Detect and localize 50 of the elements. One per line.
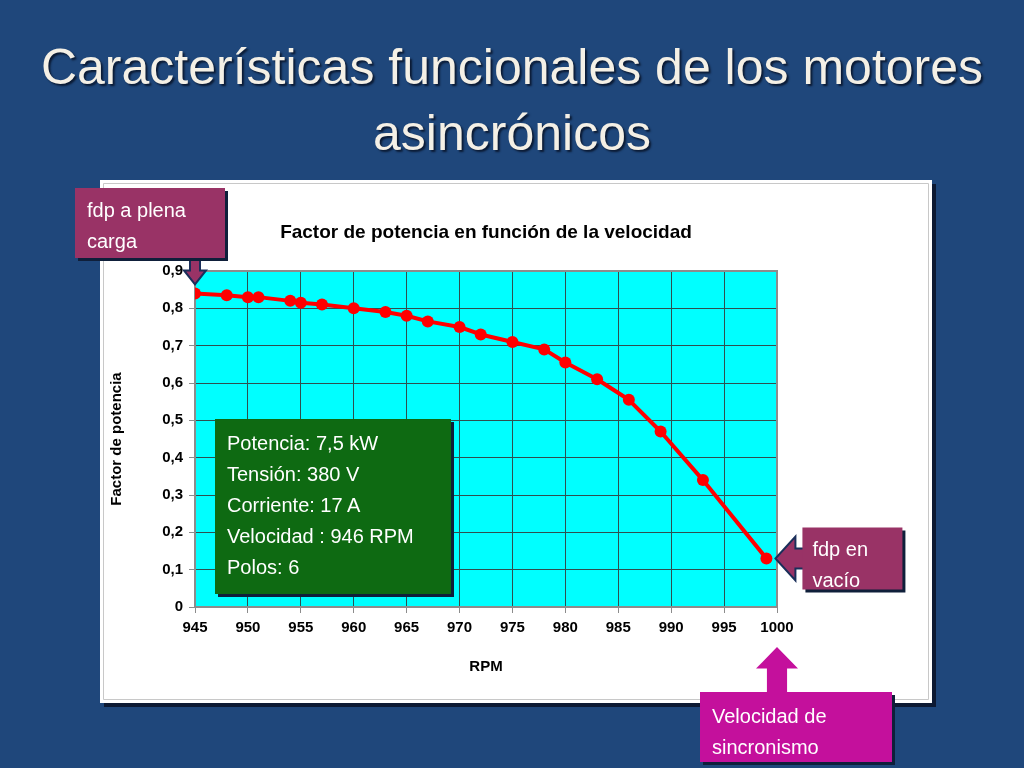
y-tick-label: 0,9 (162, 261, 183, 279)
x-tick-label: 985 (605, 618, 631, 636)
point (421, 315, 434, 328)
point (696, 474, 709, 487)
point (654, 425, 667, 438)
point (400, 309, 413, 322)
y-tick-label: 0 (174, 597, 183, 615)
y-tick-label: 0,8 (162, 298, 183, 316)
x-axis-title: RPM (469, 657, 503, 675)
x-tick-label: 950 (235, 618, 261, 636)
point (315, 298, 328, 311)
x-tick-label: 995 (711, 618, 737, 636)
point (622, 393, 635, 406)
y-tick-label: 0,6 (162, 373, 183, 391)
y-tick-label: 0,7 (162, 335, 183, 353)
point (252, 291, 265, 304)
annotation: fdp a plena carga (87, 199, 187, 253)
y-tick-label: 0,4 (162, 447, 184, 465)
point (294, 296, 307, 309)
y-tick-label: 0,3 (162, 485, 183, 503)
x-tick-label: 965 (394, 618, 420, 636)
point (379, 306, 392, 319)
chart-subtitle: Factor de potencia en función de la velocidad (280, 221, 692, 243)
x-tick-label: 980 (552, 618, 578, 636)
point (559, 356, 572, 369)
y-tick-label: 0,2 (162, 522, 183, 540)
chart-title: Características funcionales de los motores asincrónicos (39, 38, 985, 163)
point (241, 291, 254, 304)
annotation: fdp en vacío (812, 538, 869, 592)
x-tick-label: 970 (447, 618, 473, 636)
x-tick-label: 955 (288, 618, 314, 636)
point (474, 328, 487, 341)
point (347, 302, 360, 315)
point (284, 294, 297, 307)
y-tick-label: 0,5 (162, 410, 183, 428)
x-tick-label: 975 (499, 618, 525, 636)
x-tick-label: 990 (658, 618, 684, 636)
point (760, 552, 773, 565)
x-tick-label: 945 (182, 618, 208, 636)
point (506, 335, 519, 348)
annotation: Potencia: 7,5 kW Tensión: 380 V Corriente: 17 A Velocidad : 946 RPM Polos: 6 (227, 432, 414, 579)
x-tick-label: 1000 (760, 618, 794, 636)
point (538, 343, 551, 356)
x-tick-label: 960 (341, 618, 367, 636)
text: Velocidad de sincronismo (712, 705, 827, 759)
point (220, 289, 233, 302)
point (453, 321, 466, 333)
point (591, 373, 604, 386)
y-tick-label: 0,1 (162, 559, 183, 577)
y-axis-title: Factor de potencia (107, 371, 125, 506)
